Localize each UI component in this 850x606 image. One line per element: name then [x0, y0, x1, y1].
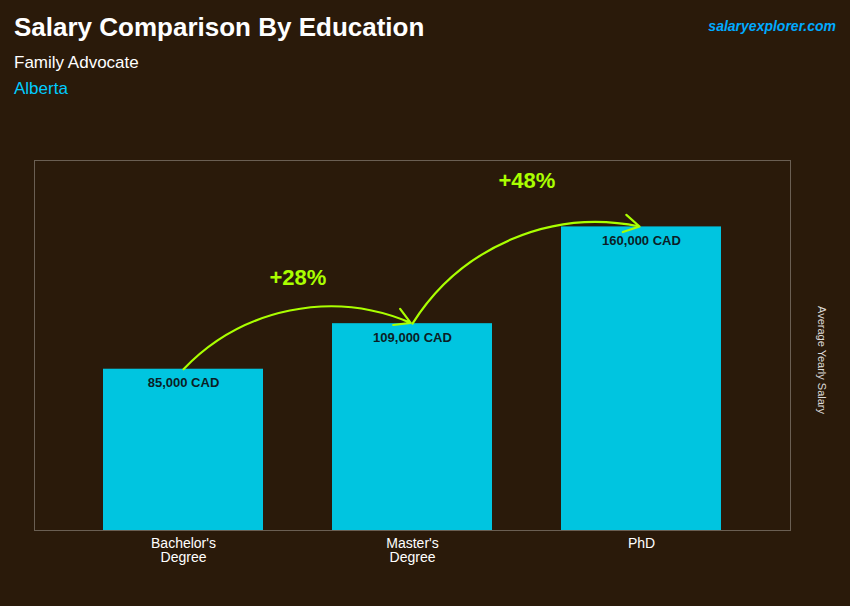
- svg-text:Master'sDegree: Master'sDegree: [386, 535, 438, 565]
- html-text:Average Yearly Salary: Average Yearly Salary: [816, 306, 828, 414]
- svg-text:+48%: +48%: [499, 168, 556, 193]
- html-text:Alberta: Alberta: [14, 79, 68, 98]
- svg-text:Bachelor'sDegree: Bachelor'sDegree: [151, 535, 216, 565]
- svg-text:109,000 CAD: 109,000 CAD: [373, 330, 452, 345]
- svg-text:+28%: +28%: [270, 265, 327, 290]
- html-text:Family Advocate: Family Advocate: [14, 53, 139, 72]
- html-text:Salary Comparison By Education: Salary Comparison By Education: [14, 12, 425, 42]
- svg-text:PhD: PhD: [628, 535, 655, 551]
- html-text:salaryexplorer.com: salaryexplorer.com: [708, 18, 836, 34]
- svg-text:85,000 CAD: 85,000 CAD: [148, 375, 220, 390]
- svg-text:160,000 CAD: 160,000 CAD: [602, 233, 681, 248]
